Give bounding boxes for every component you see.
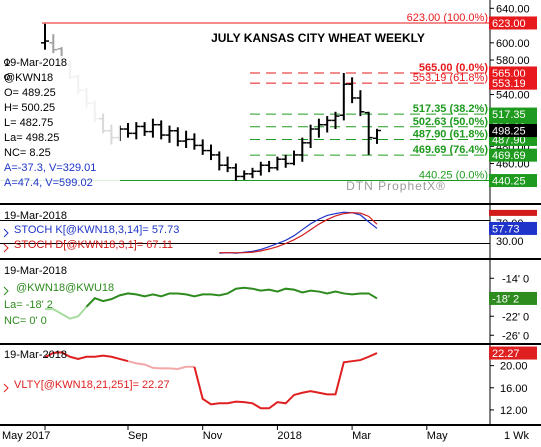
spread-axis-label: -14' 0 xyxy=(502,273,529,285)
vlty-last-badge: 22.27 xyxy=(492,348,520,360)
last-price-badge: 498.25 xyxy=(492,126,526,138)
fib-level-label: 487.90 (61.8%) xyxy=(413,128,489,140)
spread-last-badge-bg xyxy=(489,291,537,305)
stoch-k-marker-icon xyxy=(3,228,9,238)
magnifier-icon xyxy=(4,59,10,65)
stoch-series-line xyxy=(219,211,378,254)
x-axis-label: Sep xyxy=(128,430,148,442)
info-high: H= 500.25 xyxy=(4,102,55,114)
x-axis-label: Nov xyxy=(203,430,223,442)
price-axis-label: 640.00 xyxy=(496,3,530,15)
spread-marker-icon xyxy=(3,286,9,296)
period-label: 1 Wk xyxy=(504,430,530,442)
spread-last: La= -18' 2 xyxy=(4,299,53,311)
stoch-k-badge-bg xyxy=(489,221,537,235)
fib-axis-badge-bg xyxy=(489,148,537,162)
vlty-series-line xyxy=(44,351,129,363)
fib-axis-badge: 469.69 xyxy=(492,150,526,162)
vlty-axis-label: 16.00 xyxy=(500,383,528,395)
info-net-change: NC= 8.25 xyxy=(4,147,51,159)
fib-level-label: 553.19 (61.8%) xyxy=(413,72,488,84)
info-low: L= 482.75 xyxy=(4,117,53,129)
fib-axis-badge-bg xyxy=(489,174,537,188)
vlty-series-line-faded xyxy=(127,360,195,370)
fib-axis-badge: 517.35 xyxy=(492,109,526,121)
fib-level-label: 517.35 (38.2%) xyxy=(413,103,489,115)
info-bg xyxy=(0,56,120,194)
stoch-k-badge: 57.73 xyxy=(492,223,520,235)
stoch-k-label: STOCH K[@KWN18,3,14]= 57.73 xyxy=(14,224,179,236)
x-axis-label: May xyxy=(427,430,448,442)
stoch-d-badge-bg xyxy=(489,209,537,216)
info-a1: A=-37.3, V=329.01 xyxy=(4,162,96,174)
fib-axis-badge-bg xyxy=(489,76,537,90)
fib-axis-badge-bg xyxy=(489,16,537,30)
spread-axis-label: -26' 0 xyxy=(502,330,529,342)
stoch-series-line xyxy=(219,212,378,254)
watermark: DTN ProphetX® xyxy=(346,179,446,193)
stoch-info-date: 19-Mar-2018 xyxy=(4,210,67,222)
vlty-label: VLTY[@KWN18,21,251]= 22.27 xyxy=(14,379,170,391)
fib-axis-badge: 487.90 xyxy=(492,134,526,146)
vlty-axis-label: 20.00 xyxy=(500,361,528,373)
x-axis-label: May 2017 xyxy=(2,430,50,442)
spread-symbol: @KWN18@KWU18 xyxy=(16,282,114,294)
stoch-d-label: STOCH D[@KWN18,3,1]= 67.11 xyxy=(14,239,173,251)
fib-axis-badge-bg xyxy=(489,66,537,80)
price-chart-title: JULY KANSAS CITY WHEAT WEEKLY xyxy=(211,31,425,45)
fib-axis-badge: 623.00 xyxy=(492,18,526,30)
price-axis-label: 540.00 xyxy=(496,90,530,102)
x-axis-label: 2018 xyxy=(277,430,301,442)
info-date: 19-Mar-2018 xyxy=(4,57,67,69)
spread-last-badge: -18' 2 xyxy=(492,293,519,305)
x-axis-label: Mar xyxy=(352,430,371,442)
info-open: O= 489.25 xyxy=(4,87,56,99)
fib-axis-badge-bg xyxy=(489,107,537,121)
spread-info-date: 19-Mar-2018 xyxy=(4,265,67,277)
spread-net-change: NC= 0' 0 xyxy=(4,315,47,327)
vlty-info-date: 19-Mar-2018 xyxy=(4,349,67,361)
vlty-marker-icon xyxy=(3,383,9,393)
fib-level-label: 623.00 (100.0%) xyxy=(407,12,488,24)
price-axis-label: 600.00 xyxy=(496,38,530,50)
fib-level-label: 502.63 (50.0%) xyxy=(413,116,489,128)
fib-axis-badge: 440.25 xyxy=(492,176,526,188)
fib-axis-badge: 553.19 xyxy=(492,78,526,90)
price-axis-label: 580.00 xyxy=(496,55,530,67)
info-a2: A=47.4, V=599.02 xyxy=(4,177,93,189)
fib-level-label: 565.00 (0.0%) xyxy=(419,62,488,74)
fib-level-label: 440.25 (0.0%) xyxy=(419,170,488,182)
last-price-badge-bg xyxy=(489,124,537,138)
symbol-marker-icon xyxy=(4,74,10,80)
vlty-series-line xyxy=(193,352,378,410)
fib-level-label: 469.69 (76.4%) xyxy=(413,144,489,156)
vlty-last-badge-bg xyxy=(489,346,537,360)
vlty-axis-label: 12.00 xyxy=(500,405,528,417)
spread-series-line xyxy=(85,286,378,308)
stoch-axis-label: 30.00 xyxy=(496,236,524,248)
spread-series-line-faded xyxy=(45,306,88,320)
info-last: La= 498.25 xyxy=(4,132,59,144)
stoch-d-marker-icon xyxy=(3,243,9,253)
spread-axis-label: -22' 0 xyxy=(502,311,529,323)
info-symbol: @KWN18 xyxy=(4,72,53,84)
